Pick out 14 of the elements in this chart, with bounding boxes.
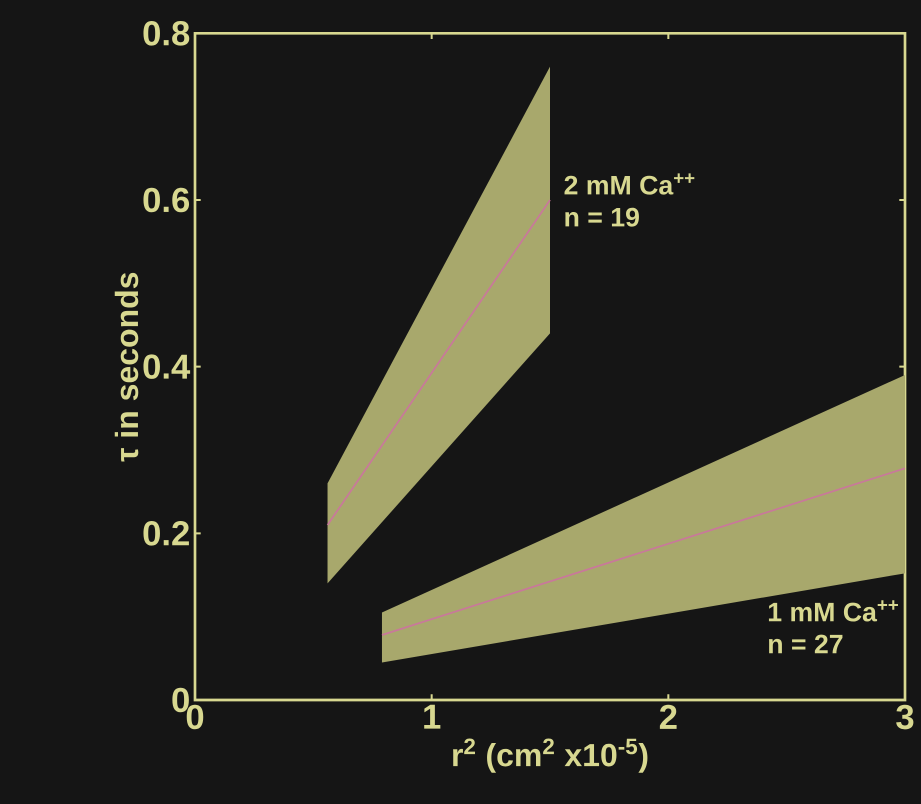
y-tick-label: 0.2	[143, 521, 189, 546]
y-tick-label: 0	[172, 688, 189, 712]
annotation: 1 mM Ca$^{++}$	[768, 600, 898, 622]
x-tick-label: 1	[424, 704, 440, 729]
annotation: 2 mM Ca$^{++}$	[564, 173, 694, 195]
annotation: n = 27	[769, 634, 842, 654]
y-tick-label: 0.4	[143, 354, 190, 379]
x-axis-title: r$^{2}$ (cm$^{2}$ x10$^{-5}$)	[453, 738, 648, 773]
annotation: n = 19	[565, 208, 639, 227]
x-tick-label: 2	[660, 704, 677, 729]
y-axis-title: τ in seconds	[114, 272, 138, 462]
x-tick-label: 3	[896, 704, 914, 730]
y-tick-label: 0.6	[143, 188, 190, 212]
y-tick-label: 0.8	[143, 21, 190, 46]
